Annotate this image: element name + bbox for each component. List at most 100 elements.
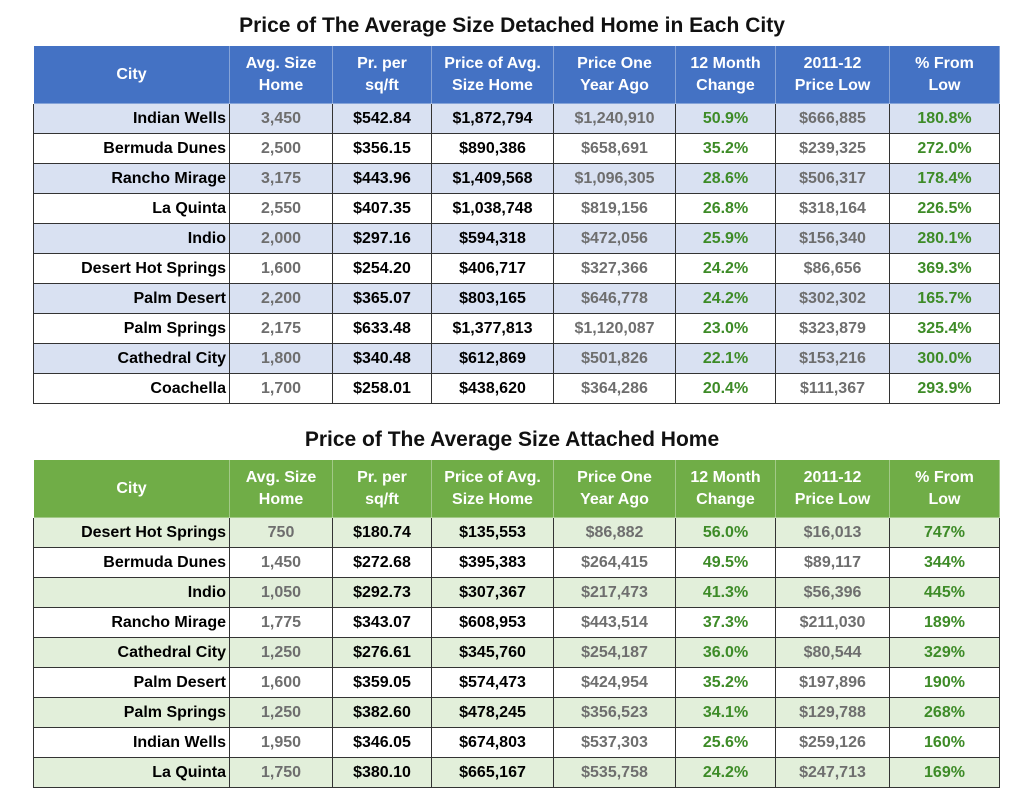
cell-avg-size: 1,750 [229, 757, 333, 788]
table-row: Palm Springs 2,175 $633.48 $1,377,813 $1,120… [33, 313, 1000, 344]
cell-twelve-month-change: 35.2% [675, 667, 776, 698]
cell-price-year-ago: $86,882 [553, 517, 676, 548]
cell-city: La Quinta [33, 193, 230, 224]
cell-price-low: $259,126 [775, 727, 890, 758]
header-city: City [33, 45, 230, 104]
cell-percent-from-low: 747% [889, 517, 1000, 548]
table-row: La Quinta 2,550 $407.35 $1,038,748 $819,156 2… [33, 193, 1000, 224]
cell-price-per-sqft: $340.48 [332, 343, 432, 374]
cell-price-per-sqft: $359.05 [332, 667, 432, 698]
header-price-year-ago: Price One Year Ago [553, 459, 676, 518]
table-row: Desert Hot Springs 750 $180.74 $135,553 $86,… [33, 517, 1000, 548]
table-row: La Quinta 1,750 $380.10 $665,167 $535,758 24.… [33, 757, 1000, 788]
cell-city: La Quinta [33, 757, 230, 788]
header-city: City [33, 459, 230, 518]
cell-price-per-sqft: $542.84 [332, 103, 432, 134]
cell-city: Palm Desert [33, 667, 230, 698]
header-line: Low [928, 76, 961, 94]
cell-city: Coachella [33, 373, 230, 404]
cell-price-year-ago: $217,473 [553, 577, 676, 608]
header-percent-from-low: % From Low [889, 459, 1000, 518]
cell-price-low: $153,216 [775, 343, 890, 374]
cell-price-low: $318,164 [775, 193, 890, 224]
cell-price-year-ago: $1,120,087 [553, 313, 676, 344]
cell-price-year-ago: $646,778 [553, 283, 676, 314]
cell-price-low: $80,544 [775, 637, 890, 668]
header-price-year-ago: Price One Year Ago [553, 45, 676, 104]
header-twelve-month-change: 12 Month Change [675, 45, 776, 104]
header-line: 12 Month [690, 468, 761, 486]
cell-city: Desert Hot Springs [33, 517, 230, 548]
cell-avg-size: 1,250 [229, 697, 333, 728]
header-line: Price Low [794, 490, 871, 508]
header-line: Price of Avg. [444, 54, 541, 72]
cell-avg-size: 2,000 [229, 223, 333, 254]
cell-price-avg-home: $1,377,813 [431, 313, 554, 344]
cell-avg-size: 750 [229, 517, 333, 548]
cell-percent-from-low: 268% [889, 697, 1000, 728]
cell-twelve-month-change: 24.2% [675, 757, 776, 788]
cell-price-year-ago: $327,366 [553, 253, 676, 284]
cell-price-avg-home: $574,473 [431, 667, 554, 698]
cell-twelve-month-change: 26.8% [675, 193, 776, 224]
cell-twelve-month-change: 36.0% [675, 637, 776, 668]
cell-percent-from-low: 160% [889, 727, 1000, 758]
cell-price-year-ago: $356,523 [553, 697, 676, 728]
cell-twelve-month-change: 20.4% [675, 373, 776, 404]
table-row: Palm Desert 1,600 $359.05 $574,473 $424,954 3… [33, 667, 1000, 698]
cell-percent-from-low: 325.4% [889, 313, 1000, 344]
cell-price-year-ago: $1,240,910 [553, 103, 676, 134]
header-line: Price Low [794, 76, 871, 94]
cell-city: Bermuda Dunes [33, 133, 230, 164]
cell-price-year-ago: $1,096,305 [553, 163, 676, 194]
cell-avg-size: 1,250 [229, 637, 333, 668]
cell-price-avg-home: $665,167 [431, 757, 554, 788]
table-row: Indio 1,050 $292.73 $307,367 $217,473 41.3% $5… [33, 577, 1000, 608]
cell-price-year-ago: $364,286 [553, 373, 676, 404]
cell-percent-from-low: 178.4% [889, 163, 1000, 194]
header-line: City [116, 65, 147, 83]
header-price-low: 2011-12 Price Low [775, 459, 890, 518]
cell-price-low: $111,367 [775, 373, 890, 404]
cell-price-year-ago: $424,954 [553, 667, 676, 698]
cell-city: Desert Hot Springs [33, 253, 230, 284]
header-percent-from-low: % From Low [889, 45, 1000, 104]
cell-twelve-month-change: 35.2% [675, 133, 776, 164]
header-line: Pr. per [357, 468, 407, 486]
table-row: Cathedral City 1,250 $276.61 $345,760 $254,1… [33, 637, 1000, 668]
header-line: 12 Month [690, 54, 761, 72]
cell-percent-from-low: 180.8% [889, 103, 1000, 134]
cell-city: Cathedral City [33, 637, 230, 668]
header-line: Size Home [452, 490, 533, 508]
cell-price-low: $56,396 [775, 577, 890, 608]
header-line: Change [696, 490, 755, 508]
cell-price-per-sqft: $443.96 [332, 163, 432, 194]
cell-avg-size: 1,450 [229, 547, 333, 578]
cell-price-avg-home: $674,803 [431, 727, 554, 758]
cell-twelve-month-change: 49.5% [675, 547, 776, 578]
cell-percent-from-low: 280.1% [889, 223, 1000, 254]
cell-price-per-sqft: $365.07 [332, 283, 432, 314]
table-row: Rancho Mirage 3,175 $443.96 $1,409,568 $1,09… [33, 163, 1000, 194]
cell-twelve-month-change: 24.2% [675, 283, 776, 314]
cell-city: Rancho Mirage [33, 163, 230, 194]
header-price-avg-home: Price of Avg. Size Home [431, 45, 554, 104]
cell-price-year-ago: $472,056 [553, 223, 676, 254]
cell-price-avg-home: $803,165 [431, 283, 554, 314]
table-row: Bermuda Dunes 2,500 $356.15 $890,386 $658,69… [33, 133, 1000, 164]
cell-city: Indio [33, 223, 230, 254]
cell-avg-size: 1,800 [229, 343, 333, 374]
cell-city: Palm Desert [33, 283, 230, 314]
cell-price-year-ago: $537,303 [553, 727, 676, 758]
cell-avg-size: 2,500 [229, 133, 333, 164]
table-row: Desert Hot Springs 1,600 $254.20 $406,717 $3… [33, 253, 1000, 284]
cell-price-year-ago: $264,415 [553, 547, 676, 578]
header-line: Price One [577, 54, 652, 72]
cell-price-year-ago: $819,156 [553, 193, 676, 224]
cell-twelve-month-change: 37.3% [675, 607, 776, 638]
cell-price-avg-home: $890,386 [431, 133, 554, 164]
attached-table-title: Price of The Average Size Attached Home [304, 428, 720, 451]
cell-twelve-month-change: 41.3% [675, 577, 776, 608]
cell-percent-from-low: 329% [889, 637, 1000, 668]
table-row: Coachella 1,700 $258.01 $438,620 $364,286 20.… [33, 373, 1000, 404]
